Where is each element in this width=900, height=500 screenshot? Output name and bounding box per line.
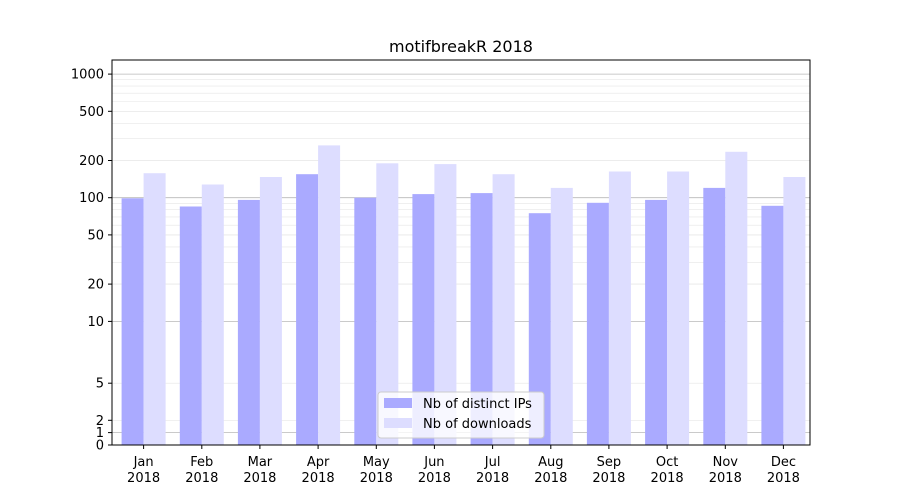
x-tick-label: Aug 2018 bbox=[534, 455, 567, 486]
bar-distinct-ips bbox=[470, 193, 493, 445]
bars bbox=[121, 145, 806, 446]
bar-downloads bbox=[434, 164, 457, 445]
bar-downloads bbox=[608, 171, 631, 445]
bar-downloads bbox=[725, 151, 748, 446]
y-tick-label: 500 bbox=[79, 105, 104, 120]
x-tick-label: Apr 2018 bbox=[302, 455, 335, 486]
legend-label-distinct-ips: Nb of distinct IPs bbox=[423, 397, 532, 412]
y-tick-label: 10 bbox=[87, 315, 104, 330]
y-axis: 012 5 10 20 50 100 200 500 1000 bbox=[71, 68, 112, 454]
x-tick-label: May 2018 bbox=[360, 455, 393, 486]
bar-downloads bbox=[550, 187, 573, 445]
legend-box bbox=[377, 391, 545, 439]
x-axis: Jan 2018 Feb 2018 Mar 2018 Apr 2018 May 2018 Jun 20… bbox=[127, 445, 800, 486]
y-tick-label: 0 bbox=[96, 439, 104, 454]
bar-downloads bbox=[376, 163, 399, 446]
bar-distinct-ips bbox=[179, 206, 202, 445]
bar-distinct-ips bbox=[586, 202, 609, 445]
y-tick-label: 200 bbox=[79, 154, 104, 169]
bar-distinct-ips bbox=[761, 205, 784, 445]
legend: Nb of distinct IPs Nb of downloads bbox=[377, 391, 545, 439]
x-tick-label: Mar 2018 bbox=[243, 455, 276, 486]
bar-downloads bbox=[667, 171, 690, 445]
x-tick-label: Jul 2018 bbox=[476, 455, 509, 486]
x-tick-label: Jun 2018 bbox=[418, 455, 451, 486]
bar-downloads bbox=[492, 174, 515, 445]
y-tick-label: 1000 bbox=[71, 68, 104, 83]
y-tick-label: 5 bbox=[96, 377, 104, 392]
bar-distinct-ips bbox=[703, 187, 726, 445]
x-tick-label: Nov 2018 bbox=[709, 455, 742, 486]
y-tick-label: 1 bbox=[96, 426, 104, 441]
bar-distinct-ips bbox=[645, 199, 668, 445]
x-tick-label: Feb 2018 bbox=[185, 455, 218, 486]
bar-downloads bbox=[259, 177, 282, 445]
x-tick-label: Jan 2018 bbox=[127, 455, 160, 486]
plot-frame bbox=[111, 59, 811, 446]
y-tick-label: 100 bbox=[79, 191, 104, 206]
bar-distinct-ips bbox=[121, 198, 144, 445]
bar-distinct-ips bbox=[528, 213, 551, 445]
bar-distinct-ips bbox=[237, 199, 260, 445]
x-tick-label: Oct 2018 bbox=[651, 455, 684, 486]
y-tick-label: 20 bbox=[87, 278, 104, 293]
bar-distinct-ips bbox=[296, 174, 319, 445]
x-tick-label: Dec 2018 bbox=[767, 455, 800, 486]
legend-swatch-downloads bbox=[384, 418, 412, 428]
bar-downloads bbox=[318, 145, 341, 445]
bar-distinct-ips bbox=[354, 197, 377, 445]
legend-swatch-distinct-ips bbox=[384, 398, 412, 408]
bar-downloads bbox=[143, 173, 166, 445]
bar-downloads bbox=[783, 177, 806, 445]
x-tick-label: Sep 2018 bbox=[592, 455, 625, 486]
bar-distinct-ips bbox=[412, 194, 435, 445]
legend-label-downloads: Nb of downloads bbox=[423, 417, 532, 432]
bar-downloads bbox=[201, 184, 224, 445]
y-tick-label: 50 bbox=[87, 228, 104, 243]
y-tick-label: 2 bbox=[96, 414, 104, 429]
chart-title: motifbreakR 2018 bbox=[389, 37, 533, 56]
